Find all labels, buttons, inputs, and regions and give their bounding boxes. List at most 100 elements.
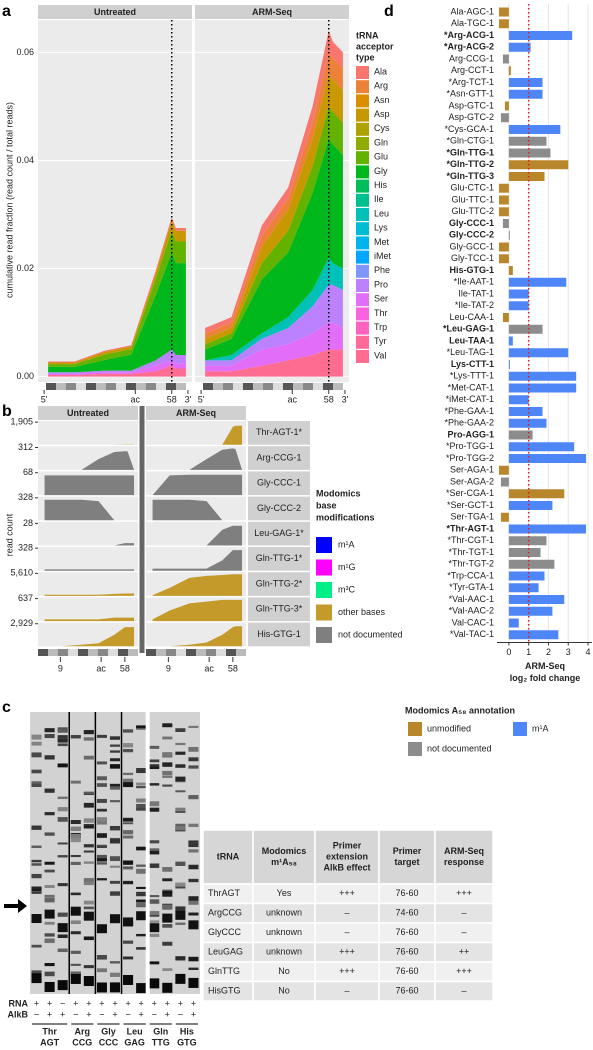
- gel-band: [109, 891, 121, 896]
- category-label: *Thr-AGT-1: [446, 523, 494, 533]
- legend-swatch: [316, 582, 332, 598]
- gel-band: [83, 861, 94, 864]
- bar: [508, 524, 587, 534]
- track-block: [46, 383, 56, 390]
- legend-label: Glu: [374, 152, 388, 162]
- bar: [508, 395, 529, 405]
- category-label: *Ser-CGA-1: [446, 488, 494, 498]
- coverage-area: [44, 617, 135, 622]
- gel-band: [188, 967, 199, 970]
- bar: [508, 430, 533, 440]
- table-text: 76-60: [395, 888, 418, 898]
- lane-group-label: CCG: [72, 1037, 92, 1047]
- gel-band: [96, 858, 107, 862]
- bar: [508, 301, 529, 311]
- table-cell: [434, 980, 494, 1002]
- gel-band: [149, 923, 160, 933]
- gel-band: [83, 818, 94, 823]
- gel-band: [96, 798, 107, 803]
- category-label: *Lys-TTT-1: [450, 371, 494, 381]
- gel-band: [188, 840, 199, 846]
- gel-band: [109, 764, 121, 769]
- gel-band: [31, 734, 42, 740]
- gel-band: [83, 844, 94, 848]
- gel-band: [44, 734, 55, 739]
- gel-band: [57, 796, 68, 800]
- gel-band: [70, 971, 81, 975]
- gel-band: [149, 850, 160, 855]
- gel-band: [44, 981, 55, 992]
- legend-swatch: [356, 236, 369, 250]
- table-text: GlnTTG: [208, 966, 240, 976]
- gel-band: [123, 940, 134, 944]
- table-text: –: [461, 986, 466, 996]
- lane-sign: +: [191, 1009, 196, 1019]
- x-tick-label: 4: [586, 647, 591, 657]
- gel-band: [96, 783, 107, 787]
- x-tick-label: 58: [120, 663, 130, 673]
- category-label: *Trp-CCA-1: [447, 570, 494, 580]
- coverage-area: [152, 525, 243, 546]
- track-block: [166, 649, 176, 656]
- facet-strip: [146, 406, 246, 420]
- gel-band: [57, 934, 68, 938]
- legend-swatch: [356, 151, 369, 165]
- gel-band: [96, 761, 107, 765]
- table-text: Yes: [277, 888, 292, 898]
- area-layer: [205, 106, 343, 350]
- panel-label: c: [2, 699, 11, 716]
- x-tick-label: 9: [166, 663, 171, 673]
- category-label: *Asn-GTT-1: [446, 89, 494, 99]
- facet-label: Untreated: [94, 7, 136, 17]
- table-header: ARM-Seq: [444, 846, 484, 856]
- lane-sign: +: [165, 998, 170, 1008]
- category-label: *Arg-TCT-1: [448, 77, 494, 87]
- category-label: *Leu-TAG-1: [447, 347, 494, 357]
- gel-band: [149, 899, 160, 904]
- gel-band: [162, 736, 173, 740]
- y-axis-label: read count: [4, 513, 14, 556]
- gel-band: [31, 781, 42, 784]
- gel-band: [109, 825, 121, 831]
- plot-panel: [146, 421, 246, 445]
- bar: [508, 160, 569, 170]
- track-block: [56, 383, 66, 390]
- gel-band: [44, 870, 55, 873]
- category-label: Lys-CTT-1: [451, 359, 494, 369]
- gel-band: [83, 802, 94, 808]
- lane-group-label: CCC: [99, 1037, 119, 1047]
- gel-band: [175, 882, 186, 887]
- lane-group-label: Leu: [127, 1026, 143, 1036]
- category-label: Glu-TTC-2: [452, 206, 495, 216]
- facet-strip: [195, 5, 349, 19]
- gel-band: [136, 768, 147, 774]
- coverage-area: [152, 448, 243, 470]
- table-text: ++: [459, 947, 470, 957]
- legend-swatch: [356, 179, 369, 193]
- gel-band: [83, 791, 94, 795]
- table-text: ArgCCG: [208, 908, 242, 918]
- legend-label: Asp: [374, 109, 390, 119]
- gel-band: [149, 933, 160, 937]
- gel-band: [31, 863, 42, 866]
- gel-band: [136, 899, 147, 905]
- area-layer: [48, 365, 186, 377]
- bar: [502, 313, 509, 322]
- gel-band: [96, 968, 107, 973]
- gel-band: [175, 751, 186, 755]
- bar: [498, 207, 509, 217]
- gel-band: [44, 909, 55, 919]
- gel-band: [123, 860, 134, 865]
- lane-sign: +: [112, 1009, 117, 1019]
- legend-swatch: [356, 94, 369, 108]
- gel-band: [70, 854, 81, 858]
- gel-band: [136, 782, 147, 786]
- legend-swatch: [356, 80, 369, 94]
- table-header: response: [444, 857, 484, 867]
- x-tick-label: 3': [342, 394, 349, 404]
- gel-band: [83, 880, 94, 886]
- gel-band: [83, 900, 94, 905]
- gel-band: [70, 931, 81, 935]
- bar: [508, 148, 551, 158]
- gel-band: [136, 807, 147, 811]
